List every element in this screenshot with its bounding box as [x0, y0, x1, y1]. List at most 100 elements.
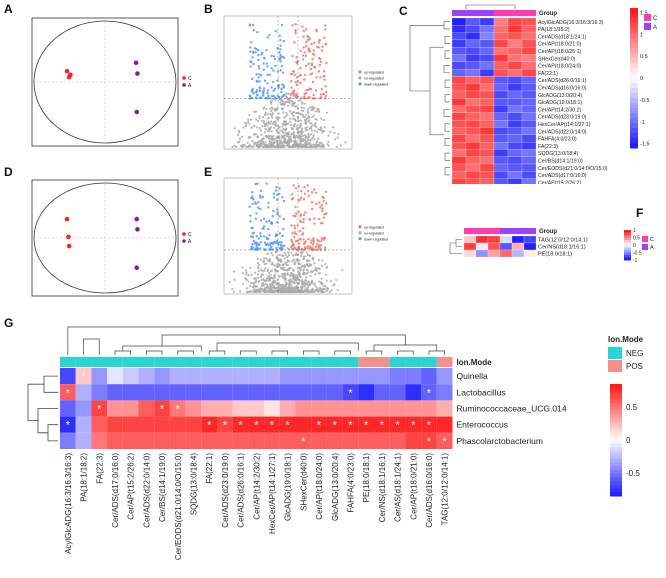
volcano-point	[311, 247, 314, 250]
heatmap-cell	[507, 163, 523, 172]
heatmap-cell	[479, 90, 495, 99]
volcano-point	[319, 206, 322, 209]
volcano-point	[280, 136, 283, 139]
legend-label: C	[188, 232, 192, 238]
volcano-point	[275, 286, 278, 290]
volcano-point	[312, 188, 316, 191]
heatmap-cell	[358, 368, 374, 385]
volcano-point	[258, 194, 262, 197]
heatmap-cell	[465, 149, 481, 157]
volcano-point	[292, 214, 295, 218]
heatmap-cell	[479, 98, 495, 106]
color-scale-step	[610, 398, 622, 404]
significance-star: *	[411, 420, 416, 432]
volcano-point	[282, 134, 286, 138]
volcano-point	[303, 285, 306, 288]
volcano-point	[263, 131, 266, 134]
volcano-point	[313, 138, 316, 141]
heatmap-cell	[465, 47, 481, 55]
volcano-point	[274, 107, 277, 110]
column-label: Cer/BS(d14:1/19:0)	[158, 453, 167, 522]
volcano-point	[294, 29, 297, 32]
heatmap-cell	[479, 127, 495, 135]
volcano-point	[274, 64, 277, 68]
volcano-point	[249, 220, 252, 223]
volcano-point	[302, 217, 305, 221]
heatmap-cell	[154, 416, 170, 433]
volcano-point	[301, 58, 305, 61]
row-label: HexCer/AP(t14:1/27:1)	[538, 122, 591, 128]
dendrogram-branch	[428, 350, 445, 355]
column-label: Cer/ADS(d17:0/16:0)	[111, 453, 120, 528]
volcano-point	[295, 248, 298, 251]
color-scale-step	[624, 242, 631, 246]
volcano-point	[283, 116, 286, 119]
ion-mode-cell	[91, 357, 108, 367]
heatmap-cell	[521, 39, 537, 48]
heatmap-cell	[295, 432, 312, 449]
volcano-point	[303, 265, 306, 268]
volcano-point	[251, 23, 255, 27]
volcano-point	[262, 137, 265, 140]
volcano-point	[296, 95, 299, 99]
volcano-point	[286, 104, 290, 107]
heatmap-cell	[493, 163, 509, 172]
volcano-point	[278, 232, 282, 235]
volcano-point	[279, 101, 282, 104]
color-scale-step	[624, 252, 631, 256]
heatmap-cell	[465, 98, 481, 106]
volcano-point	[257, 64, 260, 68]
volcano-point	[280, 245, 283, 248]
heatmap-cell	[169, 432, 186, 449]
volcano-point	[272, 80, 275, 84]
volcano-point	[297, 184, 301, 188]
volcano-point	[281, 122, 284, 126]
heatmap-cell	[451, 134, 467, 143]
volcano-point	[293, 289, 296, 293]
dendrogram-branch	[444, 138, 450, 147]
volcano-point	[308, 254, 311, 257]
volcano-point	[265, 62, 269, 65]
volcano-point	[292, 127, 295, 131]
heatmap-cell	[421, 384, 437, 401]
volcano-point	[278, 125, 281, 129]
volcano-point	[254, 110, 258, 113]
row-label: Cer/EODS(d21:0/14:0/O/15:0)	[538, 166, 608, 172]
volcano-point	[241, 272, 244, 275]
volcano-point	[252, 50, 255, 54]
volcano-point	[291, 260, 294, 263]
volcano-point	[341, 269, 344, 272]
volcano-point	[259, 258, 262, 262]
volcano-point	[273, 264, 276, 267]
heatmap-cell	[451, 47, 467, 55]
volcano-point	[283, 120, 287, 123]
volcano-point	[269, 145, 272, 148]
volcano-point	[314, 285, 318, 288]
volcano-point	[276, 220, 279, 224]
dendrogram-branch	[373, 344, 438, 351]
panel-letter-g: G	[4, 316, 14, 330]
heatmap-cell	[75, 384, 92, 401]
heatmap-cell	[138, 432, 155, 449]
heatmap-cell	[493, 178, 509, 184]
volcano-point	[311, 124, 314, 127]
volcano-point	[270, 109, 273, 113]
heatmap-cell	[107, 368, 123, 385]
volcano-point	[329, 130, 332, 134]
volcano-point	[297, 242, 301, 245]
volcano-point	[295, 56, 298, 59]
heatmap-cell	[279, 384, 296, 401]
volcano-point	[257, 76, 260, 79]
volcano-point	[311, 57, 314, 61]
heatmap-cell	[465, 156, 481, 165]
volcano-point	[325, 90, 328, 94]
legend-label: A	[650, 245, 654, 251]
volcano-point	[253, 110, 256, 113]
volcano-point	[303, 145, 307, 149]
heatmap-cell	[465, 83, 481, 92]
plot-frame	[223, 177, 353, 295]
volcano-point	[290, 251, 293, 255]
heatmap-cell	[295, 384, 312, 401]
volcano-point	[282, 284, 285, 287]
heatmap-cell	[169, 368, 186, 385]
